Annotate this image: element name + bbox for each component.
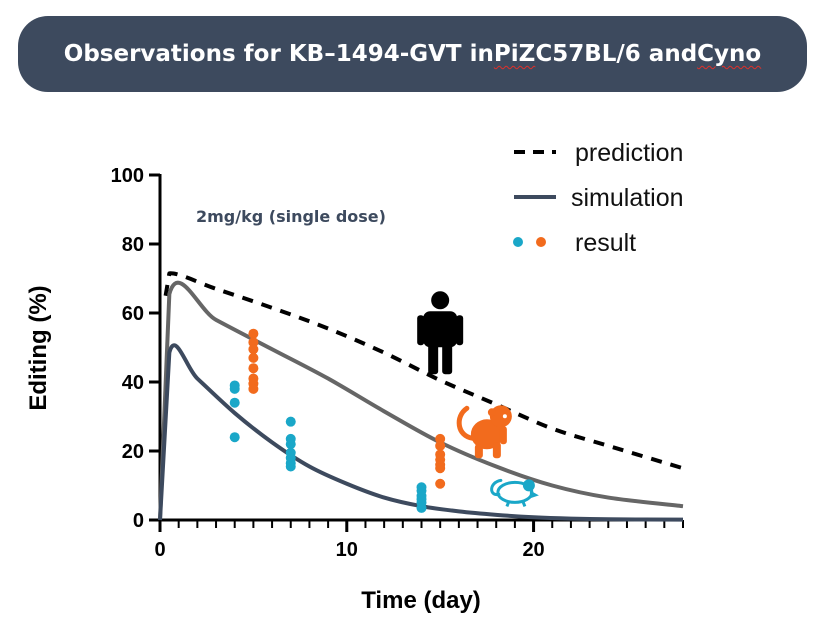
mouse-leg-front [521,500,527,507]
data-point [435,463,446,474]
human-head [431,291,450,310]
x-tick-label: 0 [154,539,165,561]
data-point [416,502,427,513]
x-tick-label: 10 [336,539,358,561]
series-line-0 [163,271,684,471]
title-middle: C57BL/6 and [535,41,698,67]
human-arm-left [417,315,425,346]
data-point [229,383,240,394]
monkey-body [470,419,503,450]
data-point [248,363,259,374]
human-leg-left [428,340,439,375]
human-arm-right [456,315,464,346]
dose-annotation: 2mg/kg (single dose) [196,207,386,226]
y-axis-title: Editing (%) [25,285,52,410]
data-point [285,416,296,427]
data-point [248,383,259,394]
monkey-leg-back [474,444,483,459]
monkey-icon [456,405,512,459]
title-word-cyno: Cyno [697,41,762,67]
legend-simulation-label: simulation [571,184,684,212]
x-tick-label: 20 [522,539,544,561]
y-tick-label: 0 [133,510,144,532]
monkey-leg-front [492,442,501,459]
monkey-eye [502,414,507,419]
legend-result-dot-cyno [536,237,546,247]
title-prefix: Observations for KB–1494-GVT in [63,41,494,67]
legend: prediction simulation result [513,139,684,257]
y-tick-label: 40 [122,372,144,394]
human-icon [417,291,464,375]
mouse-icon [490,478,539,507]
series-line-1 [158,280,684,521]
x-axis-title: Time (day) [361,587,481,614]
human-torso [423,311,458,348]
monkey-arm [499,426,507,445]
y-tick-label: 20 [122,441,144,463]
y-tick-label: 100 [111,165,144,187]
data-point [435,478,446,489]
data-point [285,439,296,450]
data-point [229,397,240,408]
data-point [285,461,296,472]
title-banner: Observations for KB–1494-GVT in PiZ C57B… [18,16,807,92]
mouse-snout [529,490,539,499]
human-leg-right [442,340,453,375]
monkey-ear [487,408,496,417]
data-point [435,440,446,451]
title-word-piz: PiZ [493,41,536,67]
monkey-tail [456,405,476,441]
legend-prediction-label: prediction [575,139,683,167]
mouse-leg-back [505,500,511,507]
data-point [435,433,446,444]
data-point [248,344,259,355]
y-tick-label: 60 [122,303,144,325]
y-tick-label: 80 [122,234,144,256]
legend-result-dot-mouse [513,237,523,247]
data-point [229,432,240,443]
mouse-tail [490,478,503,496]
data-point [248,328,259,339]
series-line-2 [158,343,684,522]
mouse-ear [522,479,535,492]
data-point [248,352,259,363]
legend-result-label: result [575,229,636,257]
data-point [248,337,259,348]
